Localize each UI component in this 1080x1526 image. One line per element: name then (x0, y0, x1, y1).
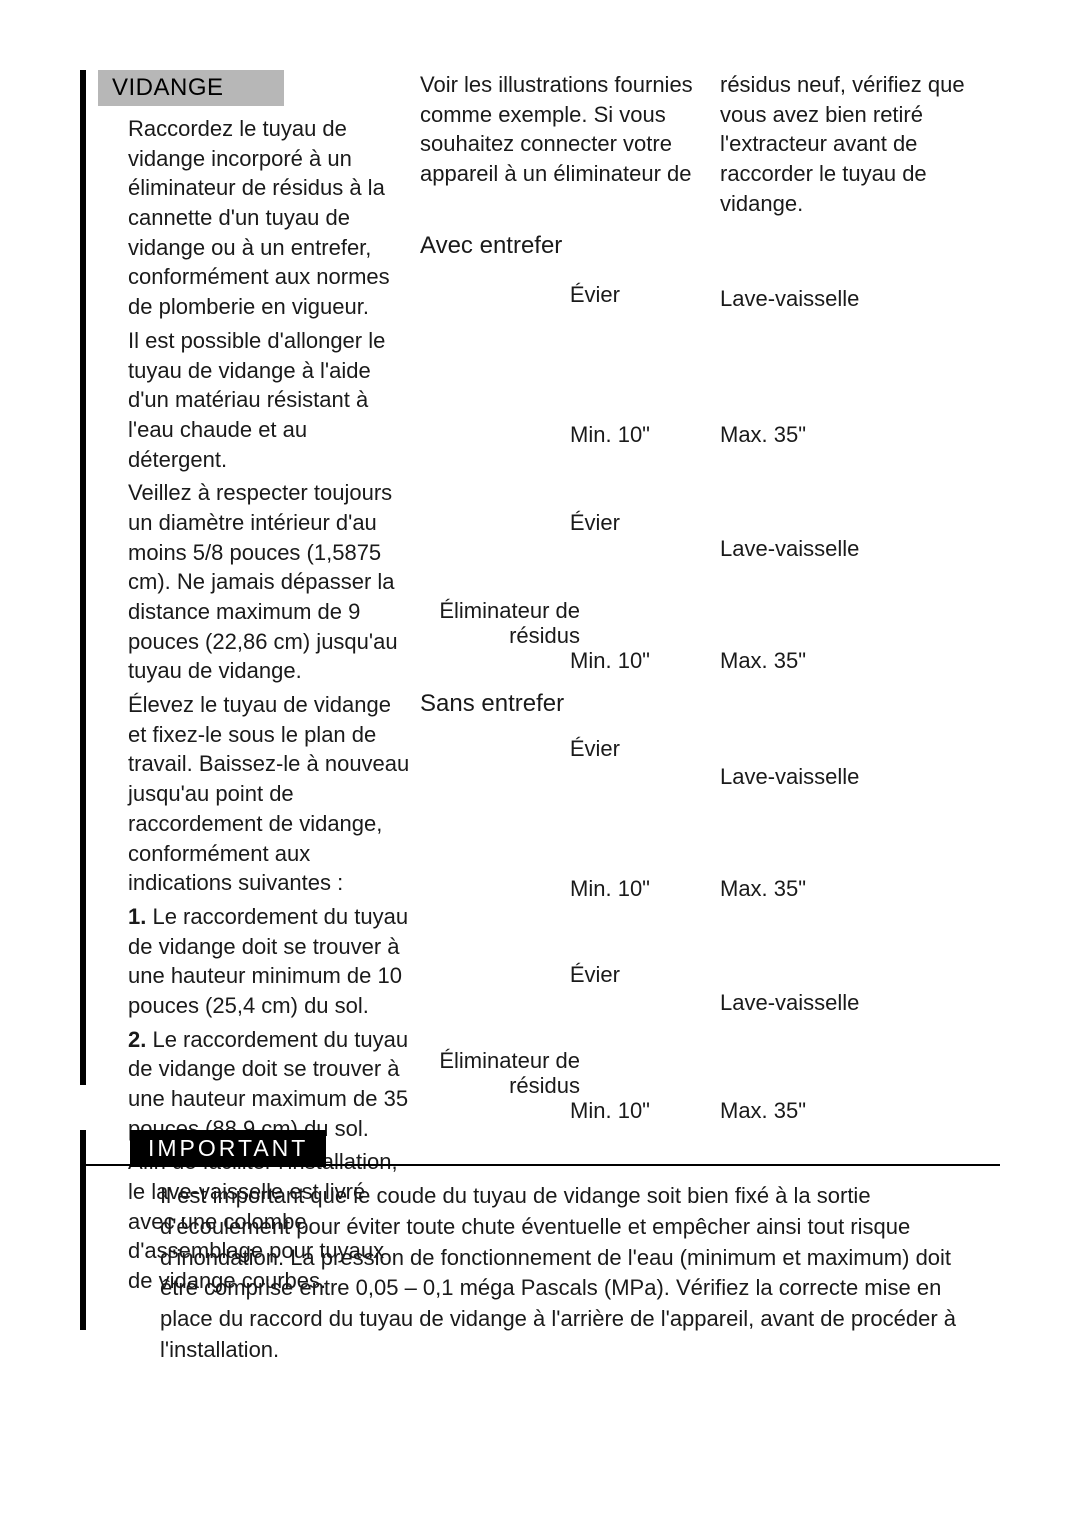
d1-lave: Lave-vaisselle (720, 286, 920, 311)
list-text-2: Le raccordement du tuyau de vidange doit… (128, 1027, 408, 1141)
list-item-1: 1. Le raccordement du tuyau de vidange d… (128, 902, 410, 1021)
d4-lave: Lave-vaisselle (720, 990, 920, 1015)
section-title-vidange: VIDANGE (98, 70, 284, 106)
d4-evier: Évier (450, 962, 620, 987)
para-1: Raccordez le tuyau de vidange incorporé … (128, 114, 410, 322)
d3-evier: Évier (450, 736, 620, 761)
list-num-1: 1. (128, 904, 146, 929)
list-text-1: Le raccordement du tuyau de vidange doit… (128, 904, 408, 1018)
important-rule (80, 1164, 1000, 1166)
d4-max: Max. 35" (720, 1098, 870, 1123)
d2-max: Max. 35" (720, 648, 870, 673)
important-block: IMPORTANT Il est important que le coude … (80, 1130, 1000, 1366)
heading-avec-entrefer: Avec entrefer (420, 232, 562, 260)
d3-max: Max. 35" (720, 876, 870, 901)
left-column: Raccordez le tuyau de vidange incorporé … (128, 114, 410, 1300)
d2-evier: Évier (450, 510, 620, 535)
d1-evier: Évier (450, 282, 620, 307)
d4-min: Min. 10" (480, 1098, 650, 1123)
d2-elim: Éliminateur de résidus (410, 598, 580, 649)
para-4: Élevez le tuyau de vidange et fixez-le s… (128, 690, 410, 898)
vertical-rule-important (80, 1130, 86, 1330)
para-2: Il est possible d'allonger le tuyau de v… (128, 326, 410, 474)
list-item-2: 2. Le raccordement du tuyau de vidange d… (128, 1025, 410, 1144)
vertical-rule-main (80, 70, 86, 1085)
para-3: Veillez à respecter toujours un diamètre… (128, 478, 410, 686)
mid-top-text: Voir les illustrations fournies comme ex… (420, 70, 700, 189)
heading-sans-entrefer: Sans entrefer (420, 690, 564, 718)
d2-min: Min. 10" (480, 648, 650, 673)
d1-max: Max. 35" (720, 422, 870, 447)
d3-min: Min. 10" (480, 876, 650, 901)
d1-min: Min. 10" (480, 422, 650, 447)
important-text: Il est important que le coude du tuyau d… (80, 1167, 1000, 1366)
d4-elim: Éliminateur de résidus (410, 1048, 580, 1099)
right-top-text: résidus neuf, vérifiez que vous avez bie… (720, 70, 1000, 218)
d3-lave: Lave-vaisselle (720, 764, 920, 789)
important-title: IMPORTANT (130, 1130, 326, 1167)
d2-lave: Lave-vaisselle (720, 536, 920, 561)
list-num-2: 2. (128, 1027, 146, 1052)
